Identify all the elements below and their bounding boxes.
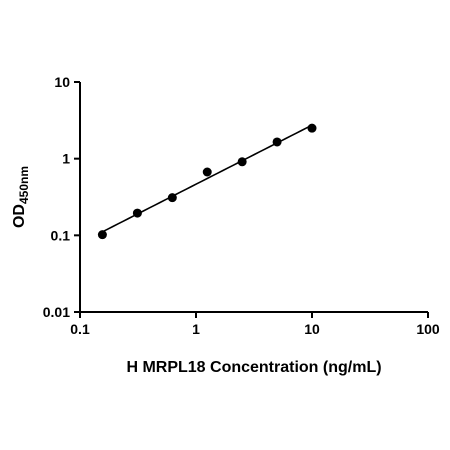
data-point (307, 123, 317, 133)
data-point (97, 230, 107, 240)
data-point (272, 137, 282, 147)
x-tick-label: 100 (416, 321, 440, 337)
y-axis-title-main: OD (11, 204, 28, 228)
y-tick-label: 0.1 (51, 227, 71, 243)
x-tick-label: 0.1 (70, 321, 90, 337)
y-tick-label: 1 (62, 151, 70, 167)
y-tick-label: 0.01 (43, 304, 70, 320)
y-axis-title-subscript: 450nm (17, 166, 31, 204)
x-tick-label: 1 (192, 321, 200, 337)
x-tick-label: 10 (304, 321, 320, 337)
data-point (237, 157, 247, 167)
x-axis-title: H MRPL18 Concentration (ng/mL) (126, 359, 381, 376)
data-point (202, 167, 212, 177)
y-tick-label: 10 (54, 74, 70, 90)
data-point (132, 208, 142, 218)
data-points (97, 123, 317, 240)
data-point (167, 193, 177, 203)
axes (79, 82, 428, 313)
y-axis-title: OD450nm (11, 166, 31, 228)
